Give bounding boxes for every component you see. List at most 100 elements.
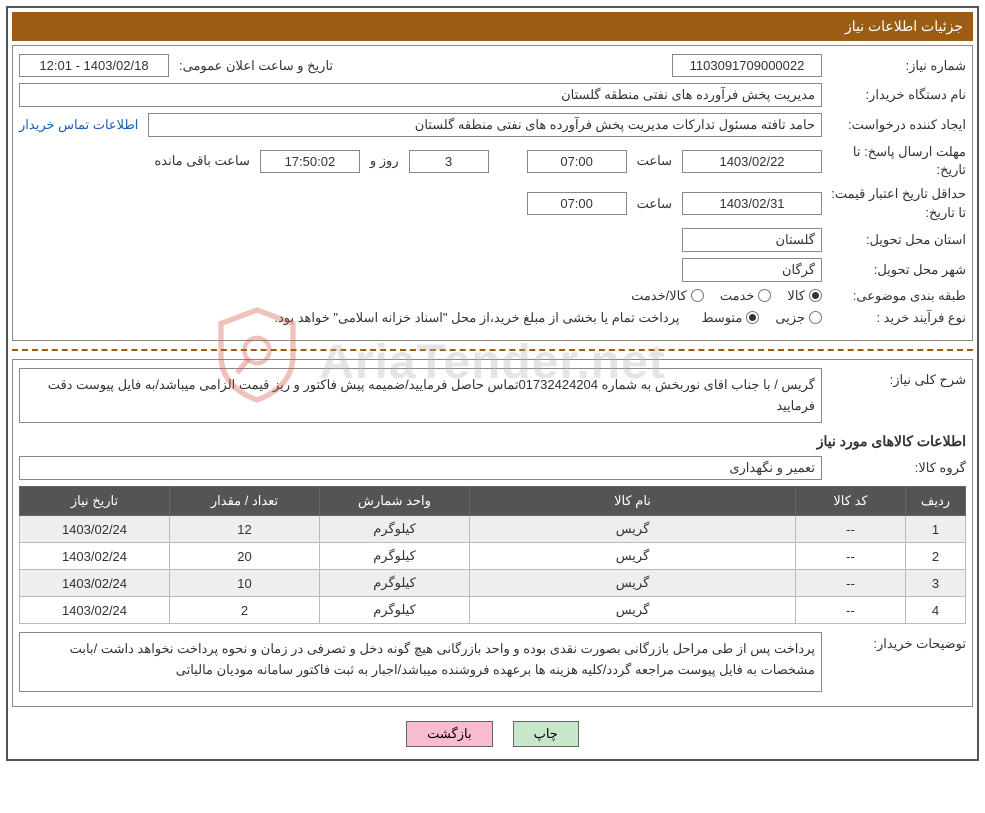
row-response-deadline: مهلت ارسال پاسخ: تا تاریخ: 1403/02/22 سا… [19, 143, 966, 179]
back-button[interactable]: بازگشت [406, 721, 492, 747]
city-label: شهر محل تحویل: [826, 262, 966, 278]
table-cell-date: 1403/02/24 [20, 570, 170, 597]
page-border: جزئیات اطلاعات نیاز AriaTender.net شماره… [6, 6, 979, 761]
radio-goods-service-label: کالا/خدمت [631, 288, 687, 304]
th-code: کد کالا [796, 487, 906, 516]
row-buyer-notes: توضیحات خریدار: پرداخت پس از طی مراحل با… [19, 632, 966, 692]
purchase-type-label: نوع فرآیند خرید : [826, 310, 966, 326]
requester-value: حامد تافته مسئول تدارکات مدیریت پخش فرآو… [148, 113, 822, 137]
validity-label: حداقل تاریخ اعتبار قیمت: تا تاریخ: [826, 185, 966, 221]
table-cell-code: -- [796, 516, 906, 543]
radio-goods[interactable]: کالا [787, 288, 822, 304]
province-label: استان محل تحویل: [826, 232, 966, 248]
row-purchase-type: نوع فرآیند خرید : جزیی متوسط پرداخت تمام… [19, 310, 966, 326]
purchase-note: پرداخت تمام یا بخشی از مبلغ خرید،از محل … [274, 310, 685, 326]
table-cell-code: -- [796, 570, 906, 597]
buyer-org-value: مدیریت پخش فرآورده های نفتی منطقه گلستان [19, 83, 822, 107]
hour-label-2: ساعت [631, 196, 678, 212]
th-unit: واحد شمارش [320, 487, 470, 516]
table-cell-unit: کیلوگرم [320, 516, 470, 543]
dashed-divider [12, 349, 973, 351]
table-cell-qty: 10 [170, 570, 320, 597]
table-cell-name: گریس [470, 543, 796, 570]
radio-service[interactable]: خدمت [720, 288, 772, 304]
table-cell-r: 4 [906, 597, 966, 624]
print-button[interactable]: چاپ [513, 721, 579, 747]
response-hour-value: 07:00 [527, 150, 627, 173]
th-row: ردیف [906, 487, 966, 516]
detail-panel: شرح کلی نیاز: گریس / با جناب اقای نوربخش… [12, 359, 973, 708]
radio-goods-label: کالا [787, 288, 805, 304]
items-table: ردیف کد کالا نام کالا واحد شمارش تعداد /… [19, 486, 966, 624]
table-cell-r: 3 [906, 570, 966, 597]
remaining-label: ساعت باقی مانده [148, 153, 255, 169]
table-cell-name: گریس [470, 516, 796, 543]
radio-medium-label: متوسط [701, 310, 742, 326]
radio-goods-service[interactable]: کالا/خدمت [631, 288, 704, 304]
validity-hour-value: 07:00 [527, 192, 627, 215]
table-cell-unit: کیلوگرم [320, 543, 470, 570]
th-date: تاریخ نیاز [20, 487, 170, 516]
header-title: جزئیات اطلاعات نیاز [845, 18, 963, 34]
table-row: 2--گریسکیلوگرم201403/02/24 [20, 543, 966, 570]
buyer-notes-label: توضیحات خریدار: [826, 632, 966, 652]
row-requester: ایجاد کننده درخواست: حامد تافته مسئول تد… [19, 113, 966, 137]
table-cell-name: گریس [470, 570, 796, 597]
table-header-row: ردیف کد کالا نام کالا واحد شمارش تعداد /… [20, 487, 966, 516]
need-number-value: 1103091709000022 [672, 54, 822, 77]
table-cell-unit: کیلوگرم [320, 570, 470, 597]
items-section-title: اطلاعات کالاهای مورد نیاز [19, 433, 966, 450]
category-label: طبقه بندی موضوعی: [826, 288, 966, 304]
desc-text: گریس / با جناب اقای نوربخش به شماره 0173… [19, 368, 822, 424]
table-cell-date: 1403/02/24 [20, 516, 170, 543]
content-wrap: AriaTender.net شماره نیاز: 1103091709000… [12, 45, 973, 747]
table-cell-r: 2 [906, 543, 966, 570]
response-deadline-l1: مهلت ارسال پاسخ: [864, 144, 966, 159]
row-validity: حداقل تاریخ اعتبار قیمت: تا تاریخ: 1403/… [19, 185, 966, 221]
row-province: استان محل تحویل: گلستان [19, 228, 966, 252]
table-cell-date: 1403/02/24 [20, 597, 170, 624]
main-panel: شماره نیاز: 1103091709000022 تاریخ و ساع… [12, 45, 973, 341]
table-cell-r: 1 [906, 516, 966, 543]
radio-circle-icon [809, 289, 822, 302]
buyer-contact-link[interactable]: اطلاعات تماس خریدار [19, 117, 144, 133]
days-value: 3 [409, 150, 489, 173]
radio-partial[interactable]: جزیی [775, 310, 822, 326]
table-cell-qty: 12 [170, 516, 320, 543]
response-deadline-label: مهلت ارسال پاسخ: تا تاریخ: [826, 143, 966, 179]
row-category: طبقه بندی موضوعی: کالا خدمت کالا/خدمت [19, 288, 966, 304]
th-qty: تعداد / مقدار [170, 487, 320, 516]
table-row: 1--گریسکیلوگرم121403/02/24 [20, 516, 966, 543]
row-city: شهر محل تحویل: گرگان [19, 258, 966, 282]
announce-value: 1403/02/18 - 12:01 [19, 54, 169, 77]
table-cell-code: -- [796, 597, 906, 624]
table-cell-name: گریس [470, 597, 796, 624]
radio-circle-icon [691, 289, 704, 302]
province-value: گلستان [682, 228, 822, 252]
need-number-label: شماره نیاز: [826, 58, 966, 74]
radio-medium[interactable]: متوسط [701, 310, 759, 326]
header-bar: جزئیات اطلاعات نیاز [12, 12, 973, 41]
radio-partial-label: جزیی [775, 310, 805, 326]
row-need-number: شماره نیاز: 1103091709000022 تاریخ و ساع… [19, 54, 966, 77]
purchase-type-radio-group: جزیی متوسط [689, 310, 822, 326]
table-cell-qty: 20 [170, 543, 320, 570]
radio-service-label: خدمت [720, 288, 755, 304]
days-label: روز و [364, 153, 405, 169]
group-value: تعمیر و نگهداری [19, 456, 822, 480]
table-cell-qty: 2 [170, 597, 320, 624]
table-cell-code: -- [796, 543, 906, 570]
radio-circle-icon [809, 311, 822, 324]
buyer-notes-text: پرداخت پس از طی مراحل بازرگانی بصورت نقد… [19, 632, 822, 692]
category-radio-group: کالا خدمت کالا/خدمت [619, 288, 822, 304]
hour-label-1: ساعت [631, 153, 678, 169]
validity-l2: تا تاریخ: [925, 205, 966, 220]
row-group: گروه کالا: تعمیر و نگهداری [19, 456, 966, 480]
requester-label: ایجاد کننده درخواست: [826, 117, 966, 133]
announce-label: تاریخ و ساعت اعلان عمومی: [173, 58, 339, 74]
desc-label: شرح کلی نیاز: [826, 368, 966, 388]
button-row: چاپ بازگشت [12, 721, 973, 747]
validity-l1: حداقل تاریخ اعتبار قیمت: [831, 186, 966, 201]
table-cell-date: 1403/02/24 [20, 543, 170, 570]
city-value: گرگان [682, 258, 822, 282]
